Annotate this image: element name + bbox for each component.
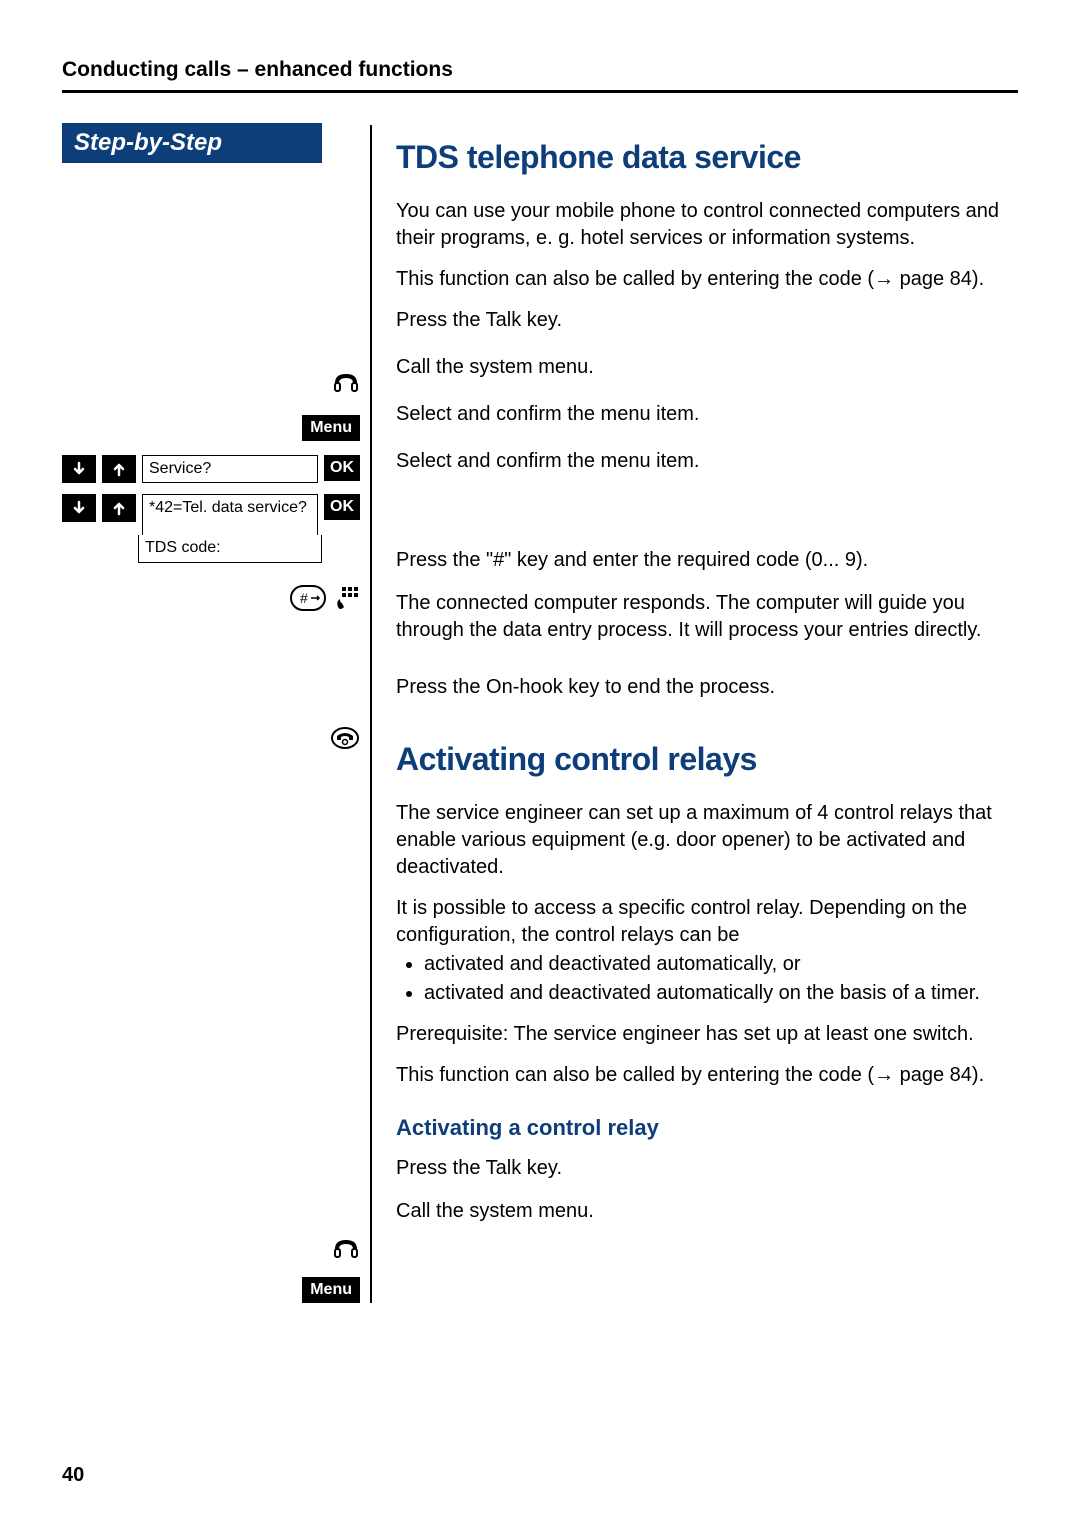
section1-step3: Select and confirm the menu item. (396, 401, 1018, 428)
talk-key-icon (332, 1237, 360, 1266)
section2-bullets: activated and deactivated automatically,… (396, 951, 1018, 1007)
section2-p4: This function can also be called by ente… (396, 1062, 1018, 1089)
step-by-step-header: Step-by-Step (62, 123, 322, 163)
section2-title: Activating control relays (396, 741, 1018, 778)
left-spacer-1 (62, 167, 360, 370)
page-number: 40 (62, 1464, 84, 1487)
svg-text:#: # (300, 590, 308, 606)
bullet-1: activated and deactivated automatically,… (424, 951, 1018, 978)
tdscode-row: TDS code: (138, 535, 322, 563)
service-row: Service? OK (62, 455, 360, 483)
section1-step1: Press the Talk key. (396, 307, 1018, 334)
menu-button[interactable]: Menu (302, 1277, 360, 1303)
menu-button[interactable]: Menu (302, 415, 360, 441)
display-teldata: *42=Tel. data service? (142, 494, 318, 536)
down-arrow-icon[interactable] (62, 455, 96, 483)
section2-step1: Press the Talk key. (396, 1155, 1018, 1182)
section2-step2: Call the system menu. (396, 1198, 1018, 1225)
section1-p1: You can use your mobile phone to control… (396, 198, 1018, 252)
left-spacer-4 (62, 483, 360, 494)
section1-p3: The connected computer responds. The com… (396, 590, 1018, 644)
section2-p2: It is possible to access a specific cont… (396, 895, 1018, 949)
section2-p1: The service engineer can set up a maximu… (396, 800, 1018, 881)
section2-sub1: Activating a control relay (396, 1115, 1018, 1141)
running-head: Conducting calls – enhanced functions (62, 58, 1018, 93)
onhook-key-icon (330, 726, 360, 755)
talk-key-row-2 (62, 1236, 360, 1266)
hash-keypad-row: # (62, 585, 360, 615)
body-column: TDS telephone data service You can use y… (372, 125, 1018, 1303)
up-arrow-icon[interactable] (102, 455, 136, 483)
page: Conducting calls – enhanced functions St… (0, 0, 1080, 1529)
menu-row: Menu (62, 415, 360, 441)
talk-key-row (62, 370, 360, 400)
teldata-row: *42=Tel. data service? OK (62, 494, 360, 536)
keypad-icon (334, 585, 360, 616)
up-arrow-icon[interactable] (102, 494, 136, 522)
section1-step5: Press the "#" key and enter the required… (396, 547, 1018, 574)
talk-key-icon (332, 371, 360, 400)
section2-p3: Prerequisite: The service engineer has s… (396, 1021, 1018, 1048)
section1-step6: Press the On-hook key to end the process… (396, 674, 1018, 701)
left-spacer-6 (62, 615, 360, 725)
display-service: Service? (142, 455, 318, 483)
onhook-row (62, 725, 360, 755)
bullet-2: activated and deactivated automatically … (424, 980, 1018, 1007)
step-column: Step-by-Step Menu (62, 125, 372, 1303)
section1-title: TDS telephone data service (396, 139, 1018, 176)
left-spacer-7 (62, 755, 360, 1236)
content-columns: Step-by-Step Menu (62, 125, 1018, 1303)
section1-p2: This function can also be called by ente… (396, 266, 1018, 293)
left-spacer-2 (62, 400, 360, 415)
ok-button[interactable]: OK (324, 494, 360, 520)
display-tdscode: TDS code: (138, 535, 322, 563)
left-spacer-3 (62, 441, 360, 455)
menu-row-2: Menu (62, 1277, 360, 1303)
down-arrow-icon[interactable] (62, 494, 96, 522)
left-spacer-8 (62, 1266, 360, 1277)
section1-step2: Call the system menu. (396, 354, 1018, 381)
ok-button[interactable]: OK (324, 455, 360, 481)
section1-step4: Select and confirm the menu item. (396, 448, 1018, 475)
left-spacer-5 (62, 563, 360, 585)
hash-key-icon: # (290, 585, 326, 616)
